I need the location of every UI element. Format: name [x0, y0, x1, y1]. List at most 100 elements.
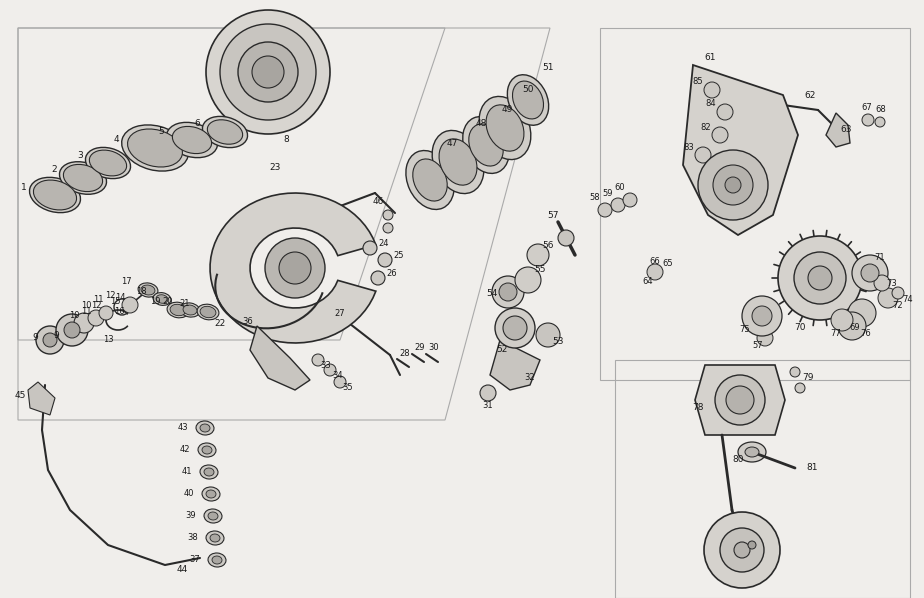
- Text: 23: 23: [269, 163, 281, 172]
- Circle shape: [492, 276, 524, 308]
- Ellipse shape: [167, 302, 188, 318]
- Circle shape: [503, 316, 527, 340]
- Circle shape: [748, 541, 756, 549]
- Text: 80: 80: [732, 456, 744, 465]
- Circle shape: [717, 104, 733, 120]
- Text: 76: 76: [860, 328, 871, 337]
- Text: 57: 57: [753, 341, 763, 350]
- Circle shape: [795, 383, 805, 393]
- Text: 26: 26: [386, 269, 397, 277]
- Polygon shape: [250, 326, 310, 390]
- Text: 19: 19: [150, 297, 160, 307]
- Text: 56: 56: [542, 242, 553, 251]
- Text: 51: 51: [542, 63, 553, 72]
- Text: 18: 18: [136, 286, 146, 295]
- Text: 36: 36: [243, 318, 253, 327]
- Circle shape: [536, 323, 560, 347]
- Ellipse shape: [197, 304, 219, 320]
- Text: 66: 66: [650, 258, 661, 267]
- Text: 49: 49: [502, 105, 513, 114]
- Ellipse shape: [507, 75, 549, 125]
- Circle shape: [527, 244, 549, 266]
- Text: 43: 43: [177, 423, 188, 432]
- Circle shape: [383, 223, 393, 233]
- Circle shape: [220, 24, 316, 120]
- Ellipse shape: [738, 442, 766, 462]
- Text: 21: 21: [180, 300, 190, 309]
- Text: 11: 11: [80, 307, 91, 316]
- Text: 48: 48: [475, 120, 487, 129]
- Text: 63: 63: [840, 126, 852, 135]
- Text: 12: 12: [104, 291, 116, 300]
- Ellipse shape: [486, 105, 524, 151]
- Text: 68: 68: [876, 105, 886, 114]
- Ellipse shape: [180, 303, 200, 317]
- Circle shape: [794, 252, 846, 304]
- Ellipse shape: [439, 139, 477, 185]
- Text: 62: 62: [804, 90, 816, 99]
- Text: 41: 41: [182, 468, 192, 477]
- Text: 31: 31: [482, 401, 493, 410]
- Text: 38: 38: [188, 533, 199, 542]
- Circle shape: [279, 252, 311, 284]
- Ellipse shape: [202, 117, 248, 148]
- Circle shape: [499, 283, 517, 301]
- Text: 71: 71: [875, 254, 885, 263]
- Text: 35: 35: [343, 383, 353, 392]
- Text: 42: 42: [180, 446, 190, 454]
- Text: 54: 54: [486, 289, 498, 298]
- Ellipse shape: [156, 295, 168, 303]
- Text: 22: 22: [214, 319, 225, 328]
- Ellipse shape: [207, 120, 243, 144]
- Text: 50: 50: [522, 86, 534, 94]
- Circle shape: [790, 367, 800, 377]
- Text: 77: 77: [831, 328, 842, 337]
- Text: 3: 3: [77, 151, 83, 160]
- Ellipse shape: [170, 304, 186, 316]
- Circle shape: [704, 82, 720, 98]
- Ellipse shape: [202, 487, 220, 501]
- Ellipse shape: [200, 424, 210, 432]
- Circle shape: [752, 306, 772, 326]
- Ellipse shape: [30, 178, 80, 213]
- Circle shape: [861, 264, 879, 282]
- Circle shape: [334, 376, 346, 388]
- Circle shape: [698, 150, 768, 220]
- Ellipse shape: [90, 150, 127, 176]
- Circle shape: [611, 198, 625, 212]
- Ellipse shape: [196, 421, 214, 435]
- Circle shape: [206, 10, 330, 134]
- Ellipse shape: [59, 161, 106, 194]
- Circle shape: [252, 56, 284, 88]
- Circle shape: [892, 287, 904, 299]
- Ellipse shape: [468, 124, 504, 166]
- Ellipse shape: [166, 123, 217, 158]
- Text: 74: 74: [903, 295, 913, 304]
- Circle shape: [757, 330, 773, 346]
- Text: 73: 73: [887, 279, 897, 288]
- Circle shape: [122, 297, 138, 313]
- Text: 10: 10: [68, 312, 79, 321]
- Text: 32: 32: [525, 374, 535, 383]
- Circle shape: [88, 310, 104, 326]
- Text: 85: 85: [693, 78, 703, 87]
- Ellipse shape: [208, 553, 226, 567]
- Text: 25: 25: [394, 251, 405, 260]
- Text: 59: 59: [602, 188, 614, 197]
- Circle shape: [831, 309, 853, 331]
- Circle shape: [64, 322, 80, 338]
- Text: 5: 5: [158, 127, 164, 136]
- Ellipse shape: [173, 126, 212, 154]
- Text: 9: 9: [53, 331, 59, 340]
- Text: 52: 52: [496, 346, 507, 355]
- Text: 37: 37: [189, 556, 201, 565]
- Text: 15: 15: [110, 297, 120, 307]
- Ellipse shape: [413, 159, 447, 201]
- Text: 29: 29: [415, 343, 425, 352]
- Text: 40: 40: [184, 490, 194, 499]
- Circle shape: [874, 275, 890, 291]
- Text: 60: 60: [614, 184, 626, 193]
- Circle shape: [383, 210, 393, 220]
- Ellipse shape: [85, 147, 130, 179]
- Circle shape: [371, 271, 385, 285]
